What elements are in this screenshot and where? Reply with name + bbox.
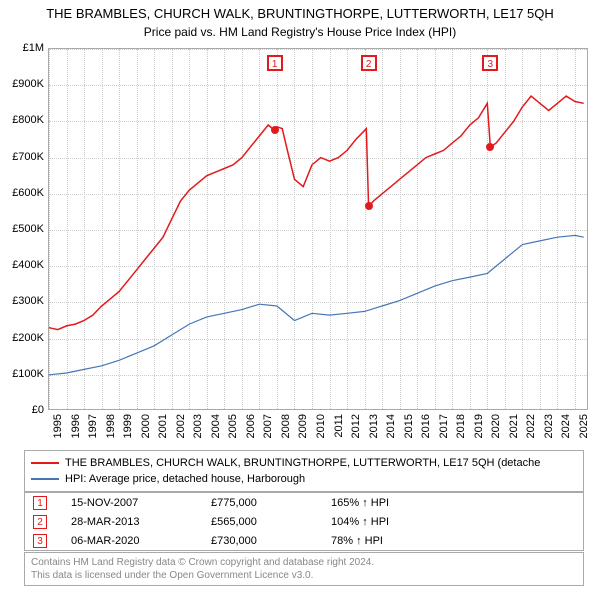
legend-swatch <box>31 478 59 480</box>
series-hpi <box>49 235 584 374</box>
marker-dot <box>271 126 279 134</box>
marker-dot <box>365 202 373 210</box>
xtick-label: 2015 <box>403 414 415 454</box>
xtick-label: 2022 <box>525 414 537 454</box>
xtick-label: 1996 <box>70 414 82 454</box>
ytick-label: £900K <box>0 78 44 90</box>
chart-subtitle: Price paid vs. HM Land Registry's House … <box>0 23 600 39</box>
ytick-label: £1M <box>0 42 44 54</box>
sales-row: 2 28-MAR-2013£565,000104% ↑ HPI <box>25 512 583 531</box>
xtick-label: 2021 <box>508 414 520 454</box>
xtick-label: 2008 <box>280 414 292 454</box>
ytick-label: £600K <box>0 187 44 199</box>
plot-area: 1 2 3 <box>48 48 588 410</box>
xtick-label: 1997 <box>87 414 99 454</box>
xtick-label: 2017 <box>438 414 450 454</box>
xtick-label: 1995 <box>52 414 64 454</box>
xtick-label: 2000 <box>140 414 152 454</box>
marker-box: 1 <box>267 55 283 71</box>
xtick-label: 2006 <box>245 414 257 454</box>
ytick-label: £800K <box>0 114 44 126</box>
marker-box: 2 <box>361 55 377 71</box>
series-property <box>49 96 584 330</box>
sales-row: 3 06-MAR-2020£730,00078% ↑ HPI <box>25 531 583 550</box>
legend-label: HPI: Average price, detached house, Harb… <box>65 473 305 485</box>
ytick-label: £300K <box>0 295 44 307</box>
chart-container: THE BRAMBLES, CHURCH WALK, BRUNTINGTHORP… <box>0 0 600 590</box>
xtick-label: 2012 <box>350 414 362 454</box>
sales-price: £775,000 <box>211 497 331 509</box>
xtick-label: 2007 <box>262 414 274 454</box>
sales-pct: 104% ↑ HPI <box>331 516 451 528</box>
xtick-label: 2018 <box>455 414 467 454</box>
sales-price: £565,000 <box>211 516 331 528</box>
sales-table: 1 15-NOV-2007£775,000165% ↑ HPI 2 28-MAR-20… <box>24 492 584 551</box>
xtick-label: 2023 <box>543 414 555 454</box>
xtick-label: 1999 <box>122 414 134 454</box>
xtick-label: 2002 <box>175 414 187 454</box>
xtick-label: 2014 <box>385 414 397 454</box>
footer-line1: Contains HM Land Registry data © Crown c… <box>31 556 577 569</box>
chart-title: THE BRAMBLES, CHURCH WALK, BRUNTINGTHORP… <box>0 0 600 23</box>
legend-row: HPI: Average price, detached house, Harb… <box>31 471 577 487</box>
xtick-label: 2013 <box>368 414 380 454</box>
xtick-label: 2025 <box>578 414 590 454</box>
ytick-label: £0 <box>0 404 44 416</box>
xtick-label: 2024 <box>560 414 572 454</box>
ytick-label: £100K <box>0 368 44 380</box>
ytick-label: £500K <box>0 223 44 235</box>
footer-line2: This data is licensed under the Open Gov… <box>31 569 577 582</box>
legend-swatch <box>31 462 59 464</box>
sales-price: £730,000 <box>211 535 331 547</box>
footer: Contains HM Land Registry data © Crown c… <box>24 552 584 586</box>
marker-dot <box>486 143 494 151</box>
sales-date: 15-NOV-2007 <box>71 497 211 509</box>
xtick-label: 2003 <box>192 414 204 454</box>
xtick-label: 2010 <box>315 414 327 454</box>
legend-row: THE BRAMBLES, CHURCH WALK, BRUNTINGTHORP… <box>31 455 577 471</box>
sales-date: 28-MAR-2013 <box>71 516 211 528</box>
ytick-label: £700K <box>0 151 44 163</box>
legend: THE BRAMBLES, CHURCH WALK, BRUNTINGTHORP… <box>24 450 584 492</box>
sales-idx: 2 <box>33 515 47 529</box>
sales-idx: 3 <box>33 534 47 548</box>
xtick-label: 2009 <box>297 414 309 454</box>
marker-box: 3 <box>482 55 498 71</box>
xtick-label: 2011 <box>333 414 345 454</box>
legend-label: THE BRAMBLES, CHURCH WALK, BRUNTINGTHORP… <box>65 457 540 469</box>
sales-pct: 78% ↑ HPI <box>331 535 451 547</box>
sales-idx: 1 <box>33 496 47 510</box>
sales-row: 1 15-NOV-2007£775,000165% ↑ HPI <box>25 493 583 512</box>
xtick-label: 2019 <box>473 414 485 454</box>
series-svg <box>49 49 587 409</box>
sales-date: 06-MAR-2020 <box>71 535 211 547</box>
ytick-label: £200K <box>0 332 44 344</box>
xtick-label: 2016 <box>420 414 432 454</box>
xtick-label: 2020 <box>490 414 502 454</box>
sales-pct: 165% ↑ HPI <box>331 497 451 509</box>
xtick-label: 2001 <box>157 414 169 454</box>
xtick-label: 2005 <box>227 414 239 454</box>
xtick-label: 2004 <box>210 414 222 454</box>
ytick-label: £400K <box>0 259 44 271</box>
xtick-label: 1998 <box>105 414 117 454</box>
